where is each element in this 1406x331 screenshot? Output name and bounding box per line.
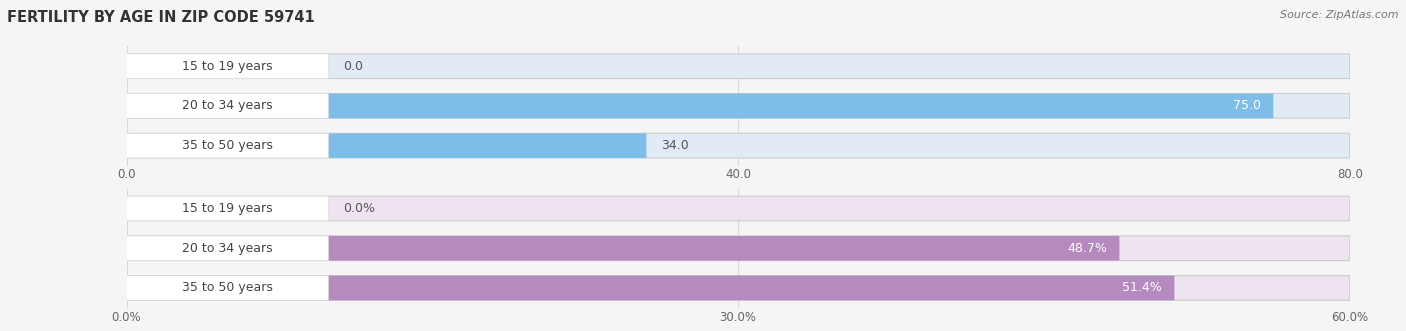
FancyBboxPatch shape: [127, 133, 1350, 158]
Text: 20 to 34 years: 20 to 34 years: [183, 242, 273, 255]
FancyBboxPatch shape: [127, 236, 1350, 260]
FancyBboxPatch shape: [127, 276, 1350, 300]
Text: 51.4%: 51.4%: [1122, 281, 1163, 295]
Text: 15 to 19 years: 15 to 19 years: [183, 60, 273, 73]
FancyBboxPatch shape: [127, 276, 329, 300]
FancyBboxPatch shape: [127, 133, 647, 158]
Text: 15 to 19 years: 15 to 19 years: [183, 202, 273, 215]
Text: Source: ZipAtlas.com: Source: ZipAtlas.com: [1281, 10, 1399, 20]
Text: 35 to 50 years: 35 to 50 years: [181, 139, 273, 152]
FancyBboxPatch shape: [127, 133, 329, 158]
FancyBboxPatch shape: [127, 54, 1350, 78]
FancyBboxPatch shape: [127, 94, 1274, 118]
Text: 35 to 50 years: 35 to 50 years: [181, 281, 273, 295]
Text: 0.0%: 0.0%: [343, 202, 375, 215]
Text: 75.0: 75.0: [1233, 99, 1261, 113]
FancyBboxPatch shape: [127, 94, 1350, 118]
Text: 34.0: 34.0: [661, 139, 689, 152]
FancyBboxPatch shape: [127, 196, 329, 221]
FancyBboxPatch shape: [127, 276, 1174, 300]
FancyBboxPatch shape: [127, 54, 329, 78]
FancyBboxPatch shape: [127, 236, 1119, 260]
FancyBboxPatch shape: [127, 196, 1350, 221]
Text: 20 to 34 years: 20 to 34 years: [183, 99, 273, 113]
FancyBboxPatch shape: [127, 94, 329, 118]
Text: FERTILITY BY AGE IN ZIP CODE 59741: FERTILITY BY AGE IN ZIP CODE 59741: [7, 10, 315, 25]
Text: 48.7%: 48.7%: [1067, 242, 1107, 255]
Text: 0.0: 0.0: [343, 60, 363, 73]
FancyBboxPatch shape: [127, 236, 329, 260]
